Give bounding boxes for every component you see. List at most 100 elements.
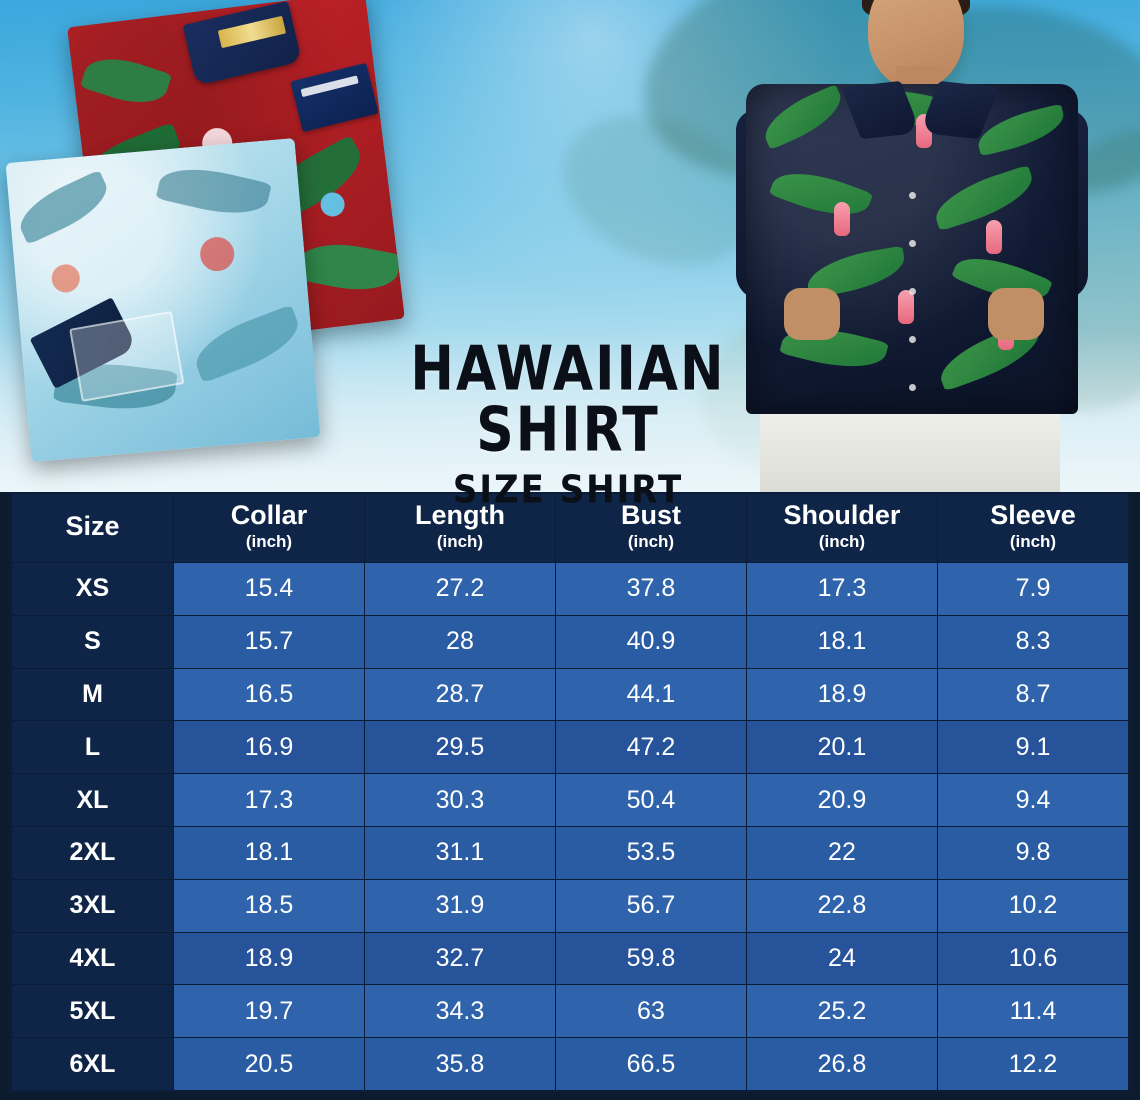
- table-row: XS 15.4 27.2 37.8 17.3 7.9: [11, 562, 1130, 616]
- table-row: 3XL 18.5 31.9 56.7 22.8 10.2: [11, 878, 1130, 933]
- title-block: HAWAIIAN SHIRT SIZE SHIRT: [318, 339, 818, 513]
- page-subtitle: SIZE SHIRT: [452, 467, 684, 513]
- butterfly-wing-right: [166, 448, 217, 463]
- cell-collar: 17.3: [172, 773, 365, 827]
- cell-shoulder: 25.2: [745, 984, 938, 1039]
- cell-length: 28: [363, 614, 556, 669]
- table-row: L 16.9 29.5 47.2 20.1 9.1: [11, 720, 1130, 775]
- cell-collar: 19.7: [172, 984, 365, 1039]
- cell-sleeve: 10.6: [936, 931, 1130, 986]
- butterfly-wing-left: [119, 445, 184, 463]
- cell-sleeve: 7.9: [936, 562, 1130, 616]
- cell-bust: 44.1: [554, 667, 747, 722]
- cell-shoulder: 22: [745, 825, 938, 880]
- column-header-bust: Bust (inch): [554, 493, 747, 563]
- flower-print: [319, 191, 346, 218]
- cell-collar: 18.9: [172, 931, 365, 986]
- cell-collar: 15.7: [172, 614, 365, 669]
- cell-bust: 37.8: [554, 562, 747, 616]
- cell-shoulder: 18.9: [745, 667, 938, 722]
- cell-size: 2XL: [11, 825, 174, 880]
- leaf-print: [155, 159, 272, 224]
- size-chart-table-container: Size Collar (inch) Length (inch) Bust (i…: [10, 492, 1130, 1092]
- column-header-length: Length (inch): [363, 493, 556, 563]
- model-photo: [700, 0, 1140, 492]
- cell-sleeve: 12.2: [936, 1037, 1130, 1091]
- shirt-button: [909, 336, 916, 343]
- column-header-unit: (inch): [627, 532, 675, 551]
- column-header-unit: (inch): [1009, 532, 1057, 551]
- cell-sleeve: 8.3: [936, 614, 1130, 669]
- cell-collar: 18.5: [172, 878, 365, 933]
- cell-sleeve: 9.1: [936, 720, 1130, 775]
- table-row: 5XL 19.7 34.3 63 25.2 11.4: [11, 984, 1130, 1039]
- cell-length: 35.8: [363, 1037, 556, 1091]
- cell-sleeve: 11.4: [936, 984, 1130, 1039]
- blue-hawaiian-shirt: [5, 137, 321, 463]
- column-header-label: Sleeve: [990, 500, 1076, 530]
- monstera-leaf-print: [768, 160, 874, 228]
- cell-size: 4XL: [11, 931, 174, 986]
- cell-length: 30.3: [363, 773, 556, 827]
- cell-bust: 63: [554, 984, 747, 1039]
- cell-collar: 16.5: [172, 667, 365, 722]
- shirt-button: [909, 240, 916, 247]
- column-header-unit: (inch): [436, 532, 484, 551]
- table-row: 4XL 18.9 32.7 59.8 24 10.6: [11, 931, 1130, 986]
- column-header-unit: (inch): [245, 532, 293, 551]
- cell-shoulder: 26.8: [745, 1037, 938, 1091]
- parrot-print: [50, 263, 81, 294]
- cell-bust: 66.5: [554, 1037, 747, 1091]
- column-header-label: Collar: [230, 500, 308, 530]
- cell-shoulder: 24: [745, 931, 938, 986]
- cell-shoulder: 20.1: [745, 720, 938, 775]
- butterfly-print: [119, 440, 229, 463]
- shirt-button: [909, 192, 916, 199]
- monstera-leaf-print: [928, 164, 1040, 232]
- cell-sleeve: 10.2: [936, 878, 1130, 933]
- cell-bust: 50.4: [554, 773, 747, 827]
- column-header-collar: Collar (inch): [172, 493, 365, 563]
- table-row: XL 17.3 30.3 50.4 20.9 9.4: [11, 773, 1130, 827]
- cell-size: 5XL: [11, 984, 174, 1039]
- cell-length: 29.5: [363, 720, 556, 775]
- cell-length: 32.7: [363, 931, 556, 986]
- shirt-button: [909, 384, 916, 391]
- leaf-print: [295, 235, 402, 299]
- leaf-print: [12, 169, 116, 245]
- parrot-print: [198, 235, 236, 273]
- shirt-button: [909, 288, 916, 295]
- cell-shoulder: 18.1: [745, 614, 938, 669]
- column-header-label: Length: [414, 500, 505, 530]
- cell-collar: 15.4: [172, 562, 365, 616]
- cell-collar: 20.5: [172, 1037, 365, 1091]
- model-hand-right: [988, 288, 1044, 340]
- size-chart-table: Size Collar (inch) Length (inch) Bust (i…: [11, 493, 1130, 1091]
- leaf-print: [79, 48, 173, 113]
- cell-bust: 59.8: [554, 931, 747, 986]
- cell-length: 31.9: [363, 878, 556, 933]
- flamingo-print: [898, 290, 914, 324]
- cell-collar: 16.9: [172, 720, 365, 775]
- cell-size: 3XL: [11, 878, 174, 933]
- leaf-print: [188, 304, 307, 384]
- cell-size: S: [11, 614, 174, 669]
- cell-sleeve: 8.7: [936, 667, 1130, 722]
- cell-shoulder: 17.3: [745, 562, 938, 616]
- table-row: S 15.7 28 40.9 18.1 8.3: [11, 614, 1130, 669]
- model-hand-left: [784, 288, 840, 340]
- column-header-label: Bust: [620, 500, 681, 530]
- cell-length: 31.1: [363, 825, 556, 880]
- column-header-unit: (inch): [818, 532, 866, 551]
- cell-sleeve: 9.8: [936, 825, 1130, 880]
- model-flamingo-shirt: [746, 79, 1078, 414]
- cell-size: L: [11, 720, 174, 775]
- cell-collar: 18.1: [172, 825, 365, 880]
- flamingo-print: [986, 220, 1002, 254]
- column-header-size: Size: [11, 493, 174, 563]
- chest-logo-patch: [290, 62, 379, 133]
- cell-length: 34.3: [363, 984, 556, 1039]
- cell-sleeve: 9.4: [936, 773, 1130, 827]
- cell-size: XS: [11, 562, 174, 616]
